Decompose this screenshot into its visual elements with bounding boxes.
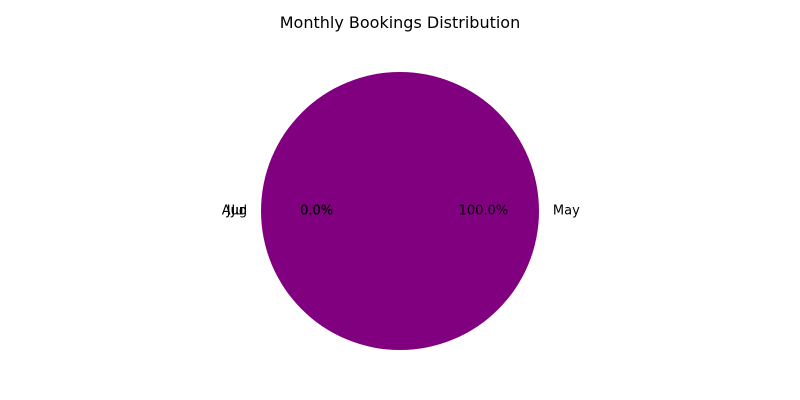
chart-title: Monthly Bookings Distribution xyxy=(280,13,520,32)
pct-label-jun: 0.0% xyxy=(300,204,333,219)
slice-label-jun: Jun xyxy=(226,204,247,219)
pie-slice-may xyxy=(261,72,539,350)
pct-label-jul: 0.0% xyxy=(300,204,333,219)
pct-label-may: 100.0% xyxy=(459,204,509,219)
slice-label-jul: Jul xyxy=(230,204,247,219)
slice-label-aug: Aug xyxy=(222,204,247,219)
pie-slices xyxy=(261,72,539,350)
slice-label-may: May xyxy=(553,204,580,219)
pct-label-aug: 0.0% xyxy=(300,204,333,219)
